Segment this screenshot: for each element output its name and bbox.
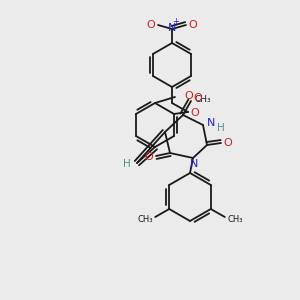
- Text: O: O: [184, 91, 194, 101]
- Text: O: O: [147, 20, 155, 30]
- Text: O: O: [194, 93, 202, 103]
- Text: O: O: [224, 138, 232, 148]
- Text: O: O: [145, 152, 153, 162]
- Text: O: O: [189, 20, 197, 30]
- Text: O: O: [190, 108, 200, 118]
- Text: N: N: [207, 118, 215, 128]
- Text: N: N: [190, 159, 198, 169]
- Text: CH₃: CH₃: [137, 214, 153, 224]
- Text: H: H: [123, 159, 131, 169]
- Text: H: H: [217, 123, 225, 133]
- Text: CH₃: CH₃: [227, 214, 242, 224]
- Text: +: +: [172, 17, 179, 26]
- Text: CH₃: CH₃: [195, 95, 211, 104]
- Text: N: N: [168, 23, 176, 33]
